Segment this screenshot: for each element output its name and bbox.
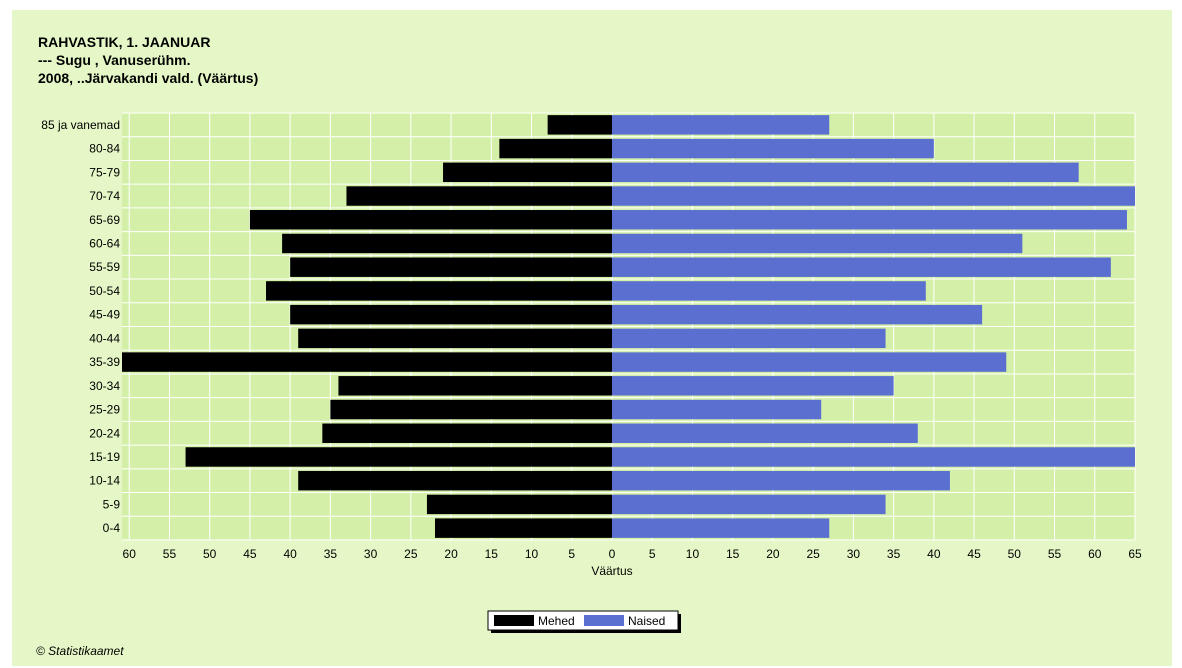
bar-naised — [612, 328, 886, 349]
population-pyramid-chart: 85 ja vanemad80-8475-7970-7465-6960-6455… — [41, 112, 1142, 633]
x-tick-label: 35 — [324, 547, 338, 561]
bar-naised — [612, 281, 926, 301]
bar-mehed — [298, 470, 612, 491]
category-label: 85 ja vanemad — [41, 118, 120, 132]
x-tick-label: 10 — [686, 547, 700, 561]
x-tick-label: 20 — [766, 547, 780, 561]
bar-naised — [612, 115, 830, 135]
category-label: 15-19 — [89, 450, 120, 464]
category-label: 40-44 — [89, 331, 120, 345]
chart-subtitle: --- Sugu , Vanuserühm. — [38, 52, 191, 68]
x-tick-label: 35 — [887, 547, 901, 561]
bar-naised — [612, 494, 886, 515]
category-label: 55-59 — [89, 260, 120, 274]
x-tick-label: 60 — [1088, 547, 1102, 561]
bar-naised — [612, 138, 934, 159]
bar-mehed — [547, 115, 612, 135]
bar-mehed — [434, 518, 612, 538]
bar-naised — [612, 399, 822, 420]
category-label: 10-14 — [89, 474, 120, 488]
bar-naised — [612, 304, 983, 325]
bar-mehed — [298, 328, 612, 349]
category-label: 80-84 — [89, 142, 120, 156]
category-label: 70-74 — [89, 189, 120, 203]
x-tick-label: 25 — [404, 547, 418, 561]
bar-naised — [612, 470, 950, 491]
category-label: 0-4 — [103, 521, 121, 535]
x-tick-label: 45 — [243, 547, 257, 561]
x-tick-label: 40 — [927, 547, 941, 561]
legend-box — [487, 610, 679, 631]
chart-subtitle-2: 2008, ..Järvakandi vald. (Väärtus) — [38, 70, 259, 86]
bar-mehed — [249, 210, 612, 230]
x-tick-label: 20 — [444, 547, 458, 561]
x-tick-label: 30 — [364, 547, 378, 561]
category-label: 20-24 — [89, 426, 120, 440]
category-label: 30-34 — [89, 379, 120, 393]
x-tick-label: 10 — [525, 547, 539, 561]
x-tick-label: 50 — [203, 547, 217, 561]
x-tick-label: 60 — [123, 547, 137, 561]
chart-title: RAHVASTIK, 1. JAANUAR — [38, 34, 211, 50]
bar-naised — [612, 518, 830, 538]
category-label: 75-79 — [89, 165, 120, 179]
x-tick-label: 45 — [967, 547, 981, 561]
bar-naised — [612, 210, 1127, 230]
x-tick-label: 5 — [649, 547, 656, 561]
x-tick-label: 40 — [283, 547, 297, 561]
category-label: 25-29 — [89, 403, 120, 417]
bar-mehed — [346, 186, 612, 206]
bar-mehed — [443, 162, 612, 183]
category-label: 65-69 — [89, 213, 120, 227]
bar-naised — [612, 257, 1111, 277]
legend-label-mehed: Mehed — [538, 614, 575, 628]
x-tick-label: 30 — [847, 547, 861, 561]
legend-label-naised: Naised — [628, 614, 665, 628]
bar-naised — [612, 186, 1135, 206]
category-label: 60-64 — [89, 236, 120, 250]
bar-naised — [612, 423, 918, 443]
bar-mehed — [185, 447, 613, 467]
category-label: 50-54 — [89, 284, 120, 298]
copyright-footer: © Statistikaamet — [36, 644, 124, 658]
bar-naised — [612, 233, 1023, 254]
x-tick-label: 0 — [609, 547, 616, 561]
bar-naised — [612, 447, 1135, 467]
bar-naised — [612, 376, 894, 396]
x-tick-label: 55 — [163, 547, 177, 561]
x-tick-label: 15 — [726, 547, 740, 561]
x-tick-label: 55 — [1048, 547, 1062, 561]
bar-mehed — [282, 233, 612, 254]
bar-mehed — [322, 423, 612, 443]
bar-mehed — [122, 352, 612, 372]
bar-mehed — [290, 304, 612, 325]
x-tick-label: 15 — [485, 547, 499, 561]
chart-panel: RAHVASTIK, 1. JAANUAR --- Sugu , Vanuser… — [12, 10, 1172, 666]
bar-naised — [612, 162, 1079, 183]
x-tick-label: 5 — [568, 547, 575, 561]
bar-mehed — [338, 376, 612, 396]
bar-mehed — [499, 138, 612, 159]
category-label: 5-9 — [103, 497, 121, 511]
bar-mehed — [330, 399, 612, 420]
x-axis-label: Väärtus — [591, 564, 632, 578]
legend-swatch-naised — [584, 615, 624, 626]
x-tick-label: 50 — [1008, 547, 1022, 561]
bar-mehed — [426, 494, 612, 515]
bar-mehed — [290, 257, 612, 277]
x-tick-label: 65 — [1128, 547, 1142, 561]
bar-mehed — [266, 281, 612, 301]
category-label: 45-49 — [89, 308, 120, 322]
category-label: 35-39 — [89, 355, 120, 369]
legend-swatch-mehed — [494, 615, 534, 626]
bar-naised — [612, 352, 1007, 372]
x-tick-label: 25 — [806, 547, 820, 561]
